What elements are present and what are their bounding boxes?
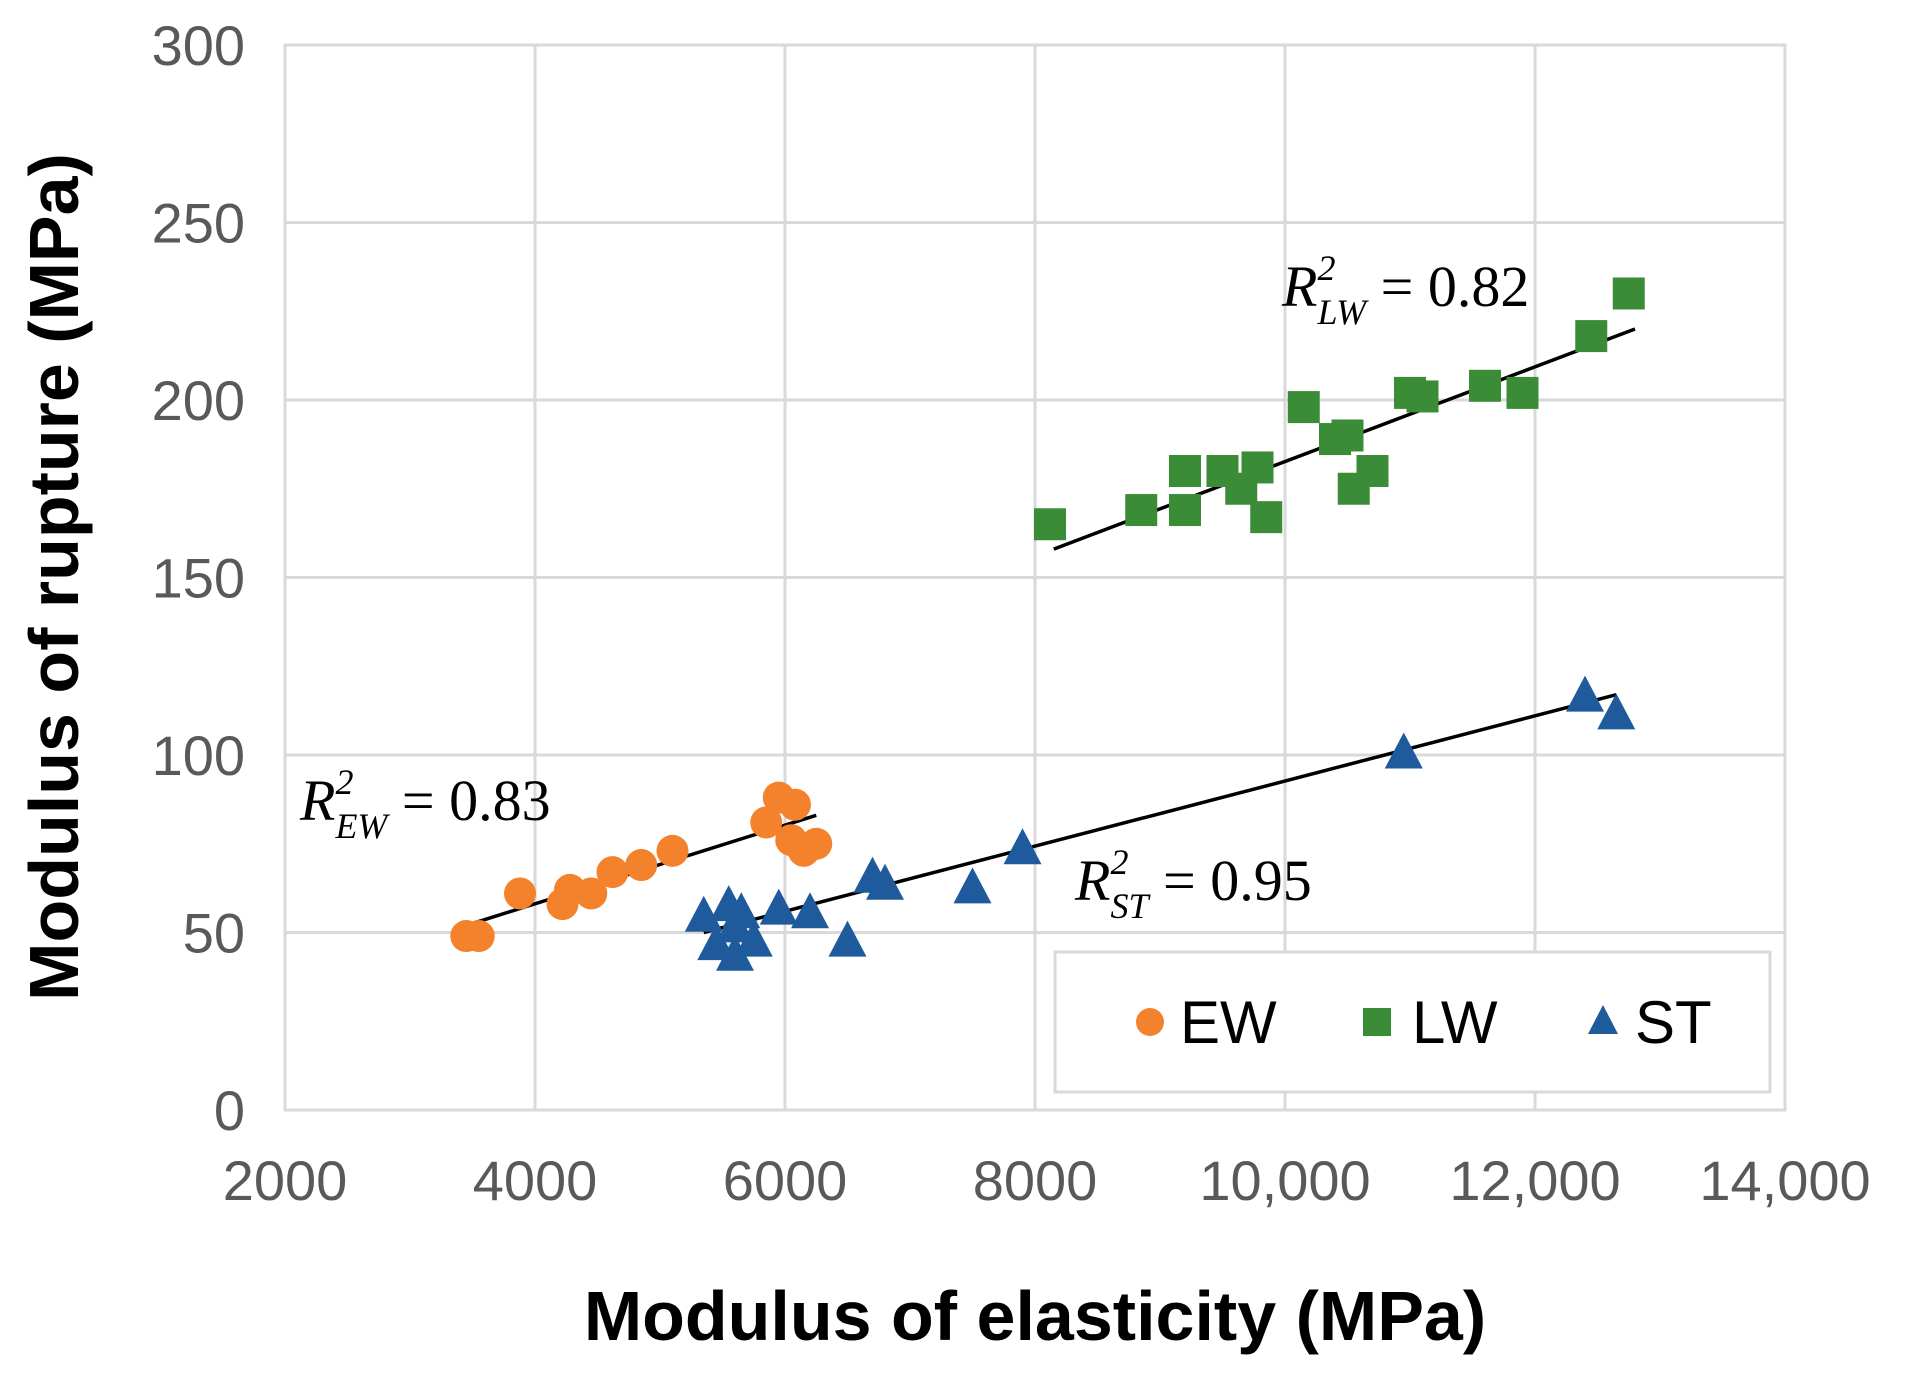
x-tick-label: 6000 [723, 1149, 848, 1212]
x-axis-title: Modulus of elasticity (MPa) [584, 1277, 1486, 1355]
x-tick-label: 12,000 [1449, 1149, 1620, 1212]
point-lw [1169, 455, 1201, 487]
data-points [450, 277, 1645, 971]
y-tick-label: 200 [152, 369, 245, 432]
point-st [1003, 828, 1042, 865]
legend-label-lw: LW [1412, 989, 1498, 1056]
x-tick-label: 8000 [973, 1149, 1098, 1212]
x-tick-labels: 2000 4000 6000 8000 10,000 12,000 14,000 [223, 1149, 1871, 1212]
point-lw [1125, 494, 1158, 527]
point-lw [1575, 320, 1608, 353]
point-st [1384, 732, 1423, 769]
y-tick-label: 150 [152, 547, 245, 610]
point-st [734, 920, 773, 957]
y-axis-title: Modulus of rupture (MPa) [15, 153, 93, 1001]
gridlines [285, 45, 1785, 1110]
point-ew [596, 856, 629, 889]
y-tick-label: 300 [152, 14, 245, 77]
y-tick-label: 250 [152, 192, 245, 255]
trendline-st [703, 692, 1617, 935]
point-lw [1287, 391, 1320, 424]
point-st [1597, 693, 1636, 730]
point-ew [504, 877, 536, 910]
point-st [759, 888, 798, 925]
point-st [684, 895, 723, 932]
point-lw [1331, 419, 1364, 452]
r2-label-lw: R2 LW = 0.82 [1281, 248, 1529, 332]
point-lw [1506, 376, 1539, 409]
legend: EW LW ST [1053, 950, 1772, 1094]
point-lw [1250, 501, 1283, 534]
point-ew [750, 806, 783, 839]
y-tick-label: 0 [214, 1079, 245, 1142]
point-lw [1406, 380, 1439, 413]
point-st [1566, 675, 1604, 712]
legend-marker-ew [1136, 1008, 1164, 1036]
point-lw [1034, 508, 1066, 541]
point-lw [1241, 451, 1274, 484]
point-lw [1356, 455, 1389, 487]
point-ew [779, 788, 811, 821]
legend-box [1053, 950, 1772, 1094]
r2-label-st: R2 ST = 0.95 [1074, 842, 1312, 926]
legend-label-st: ST [1635, 989, 1712, 1056]
y-tick-label: 100 [152, 724, 245, 787]
y-tick-label: 50 [183, 902, 245, 965]
legend-label-ew: EW [1180, 989, 1277, 1056]
point-st [716, 934, 754, 971]
legend-marker-lw [1363, 1008, 1391, 1036]
x-tick-label: 14,000 [1699, 1149, 1870, 1212]
point-st [866, 863, 904, 900]
legend-marker-st [1588, 1005, 1618, 1034]
point-st [953, 867, 992, 904]
x-tick-label: 2000 [223, 1149, 348, 1212]
point-ew [575, 877, 608, 910]
point-ew [625, 849, 658, 882]
r2-label-ew: R2 EW = 0.83 [299, 762, 551, 846]
point-st [791, 892, 829, 929]
point-ew [462, 920, 495, 953]
point-ew [656, 834, 689, 867]
point-lw [1169, 494, 1201, 527]
point-st [828, 920, 867, 957]
point-st [722, 892, 761, 929]
point-ew [800, 827, 833, 860]
point-lw [1469, 369, 1501, 402]
y-tick-labels: 0 50 100 150 200 250 300 [152, 14, 245, 1142]
x-tick-label: 4000 [473, 1149, 598, 1212]
x-tick-label: 10,000 [1199, 1149, 1370, 1212]
point-lw [1612, 277, 1645, 310]
